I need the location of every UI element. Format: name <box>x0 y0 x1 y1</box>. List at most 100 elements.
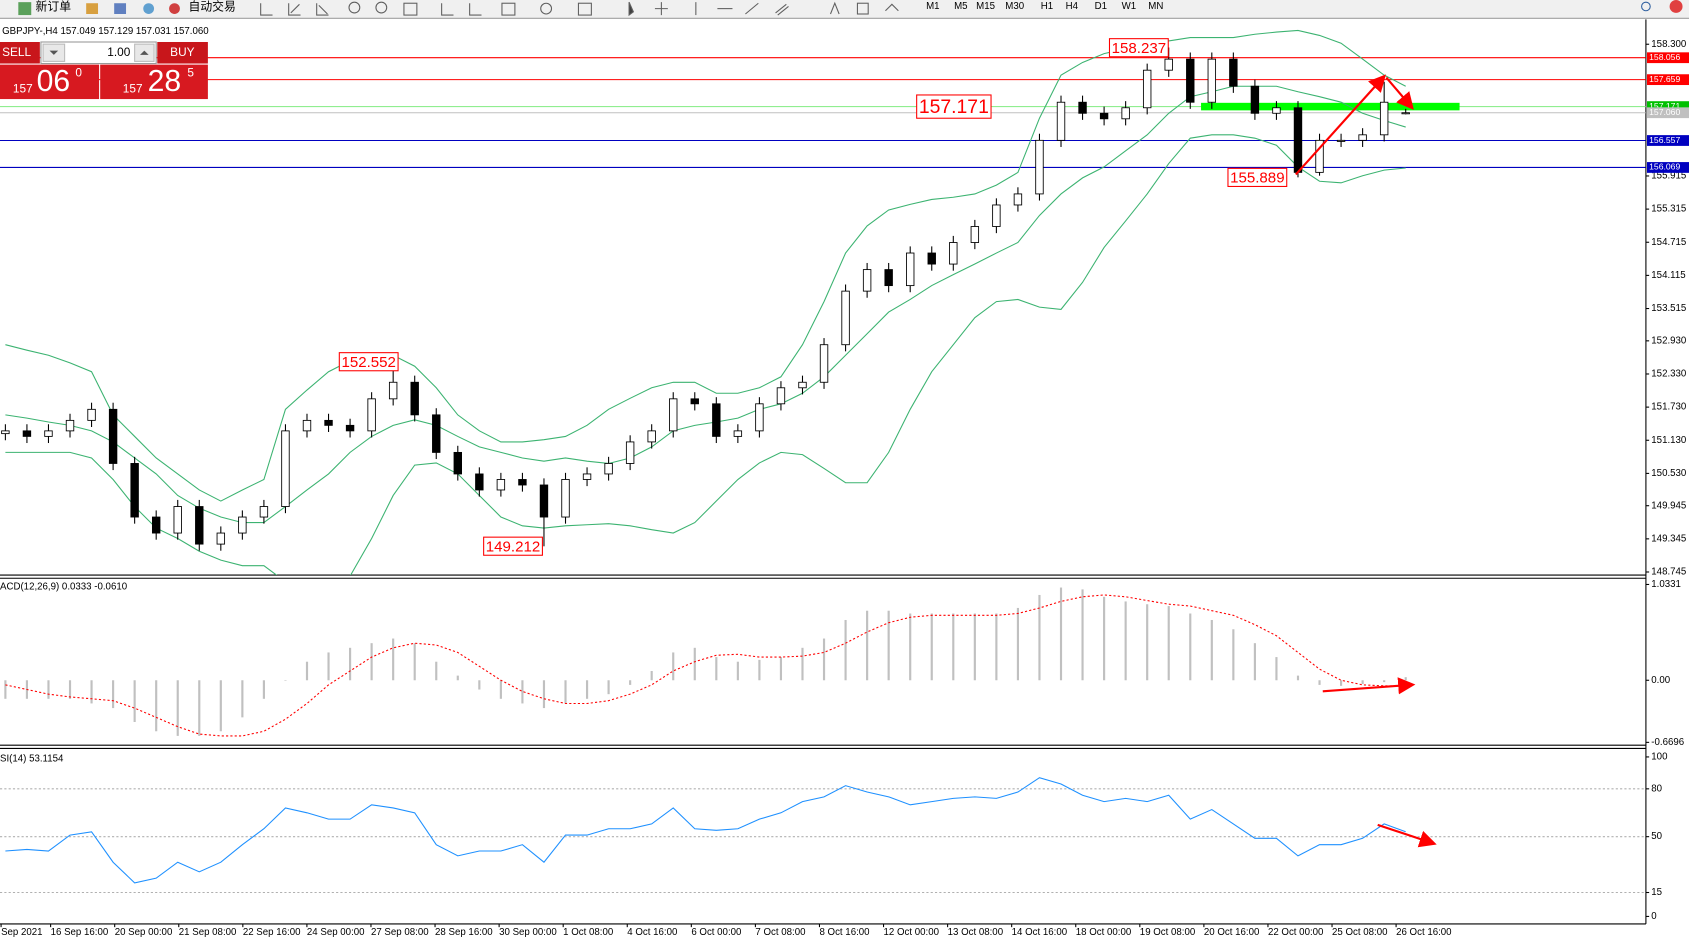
macd-bar <box>844 619 847 681</box>
candle-body <box>1336 139 1346 142</box>
icon[interactable] <box>288 3 301 16</box>
lot-value[interactable]: 1.00 <box>107 45 130 59</box>
macd-bar <box>650 670 653 681</box>
x-tick-label: 4 Oct 16:00 <box>627 927 678 938</box>
icon[interactable] <box>577 2 592 16</box>
frame <box>0 19 1647 925</box>
candle-body <box>819 344 829 383</box>
candle-body <box>1207 58 1217 103</box>
search[interactable] <box>1641 1 1651 12</box>
timeframe-button[interactable]: D1 <box>1095 1 1107 12</box>
channel-tool[interactable] <box>775 3 789 16</box>
y-tick-label: 155.315 <box>1651 204 1686 215</box>
level-tag-label: 157.659 <box>1649 74 1680 84</box>
price-label: 158.237 <box>1112 40 1166 57</box>
timeframe-button[interactable]: H1 <box>1041 1 1053 12</box>
macd-bar <box>736 661 739 681</box>
macd-bar <box>1318 680 1321 685</box>
lot-field[interactable] <box>40 41 157 65</box>
x-tick-label: 24 Sep 00:00 <box>307 927 365 938</box>
x-tick-label: 21 Sep 08:00 <box>179 927 237 938</box>
candle-body <box>388 381 398 400</box>
macd-bar <box>952 613 955 681</box>
macd-bar <box>392 638 395 681</box>
bid-box[interactable] <box>0 64 100 100</box>
y-tick-label: 149.945 <box>1651 500 1686 511</box>
new-order-button[interactable]: 新订单 <box>36 0 72 14</box>
level-tag <box>1646 101 1689 112</box>
macd-bar <box>327 652 330 681</box>
timeframe-button[interactable]: M1 <box>926 1 939 12</box>
sell-button[interactable] <box>0 41 40 64</box>
arrow <box>1322 677 1416 695</box>
price-label: 152.552 <box>341 354 395 371</box>
label-tool[interactable] <box>856 2 869 15</box>
candle-body <box>733 430 743 437</box>
candle-body <box>1035 139 1044 195</box>
timeframe-button[interactable]: M15 <box>976 1 995 12</box>
candle-body <box>582 473 592 480</box>
ask-box[interactable] <box>100 64 208 100</box>
icon[interactable] <box>501 2 516 16</box>
auto-trade-icon[interactable] <box>169 3 180 14</box>
icon[interactable] <box>86 3 99 14</box>
candle-body <box>862 269 872 292</box>
icon[interactable] <box>441 3 454 16</box>
icon[interactable] <box>540 2 553 15</box>
x-tick-label: 14 Oct 16:00 <box>1012 927 1068 938</box>
icon[interactable] <box>143 3 155 14</box>
level-tag <box>1646 107 1689 119</box>
candle-body <box>1 430 10 435</box>
candle-body <box>841 290 850 346</box>
toolbar-bg <box>0 0 1689 19</box>
arrow <box>1295 74 1386 176</box>
new-order-icon[interactable] <box>18 2 32 16</box>
auto-trade-button[interactable]: 自动交易 <box>189 0 236 14</box>
macd-bar <box>693 647 696 681</box>
timeframe-button[interactable]: M30 <box>1005 1 1024 12</box>
icon[interactable] <box>348 1 361 14</box>
macd-bar <box>1103 596 1106 681</box>
indicator-title: SI(14) 53.1154 <box>0 754 64 765</box>
bid-big: 06 <box>37 65 71 98</box>
x-tick-label: 8 Oct 16:00 <box>819 927 870 938</box>
macd-bar <box>1124 601 1127 681</box>
sell-label[interactable]: SELL <box>2 45 31 59</box>
y-tick-label: 158.300 <box>1651 39 1687 50</box>
trendline-tool[interactable] <box>745 2 759 15</box>
notification[interactable] <box>1669 0 1683 13</box>
candle-body <box>195 506 204 545</box>
candle-body <box>1315 139 1324 173</box>
x-tick-label: 25 Oct 08:00 <box>1332 927 1388 938</box>
level-bar <box>1201 102 1460 111</box>
bid-tail: 0 <box>75 65 82 79</box>
timeframe-button[interactable]: H4 <box>1066 1 1079 12</box>
icon[interactable] <box>114 3 127 14</box>
buy-label[interactable]: BUY <box>170 45 194 59</box>
macd-bar <box>413 643 416 681</box>
icon[interactable] <box>469 3 482 16</box>
level-tag-label: 156.557 <box>1649 135 1680 145</box>
macd-bar <box>305 661 309 681</box>
icon[interactable] <box>316 3 329 16</box>
crosshair-tool[interactable] <box>654 2 668 16</box>
x-tick-label: 6 Oct 00:00 <box>691 927 742 938</box>
timeframe-button[interactable]: M5 <box>954 1 967 12</box>
buy-button[interactable] <box>157 41 208 64</box>
macd-bar <box>629 680 632 685</box>
icon[interactable] <box>260 3 273 16</box>
x-tick-label: 26 Oct 16:00 <box>1396 927 1452 938</box>
icon[interactable] <box>375 1 388 14</box>
timeframe-button[interactable]: W1 <box>1122 1 1137 12</box>
timeframe-button[interactable]: MN <box>1148 1 1163 12</box>
macd-bar <box>1081 589 1084 681</box>
cursor-tool[interactable] <box>628 1 635 17</box>
candle-body <box>281 430 290 507</box>
x-tick-label: 22 Oct 00:00 <box>1268 927 1324 938</box>
text-tool[interactable] <box>829 1 840 15</box>
icon[interactable] <box>403 2 418 16</box>
candle-body <box>669 398 678 432</box>
candle-body <box>1401 112 1410 115</box>
shapes-tool[interactable] <box>885 3 899 12</box>
